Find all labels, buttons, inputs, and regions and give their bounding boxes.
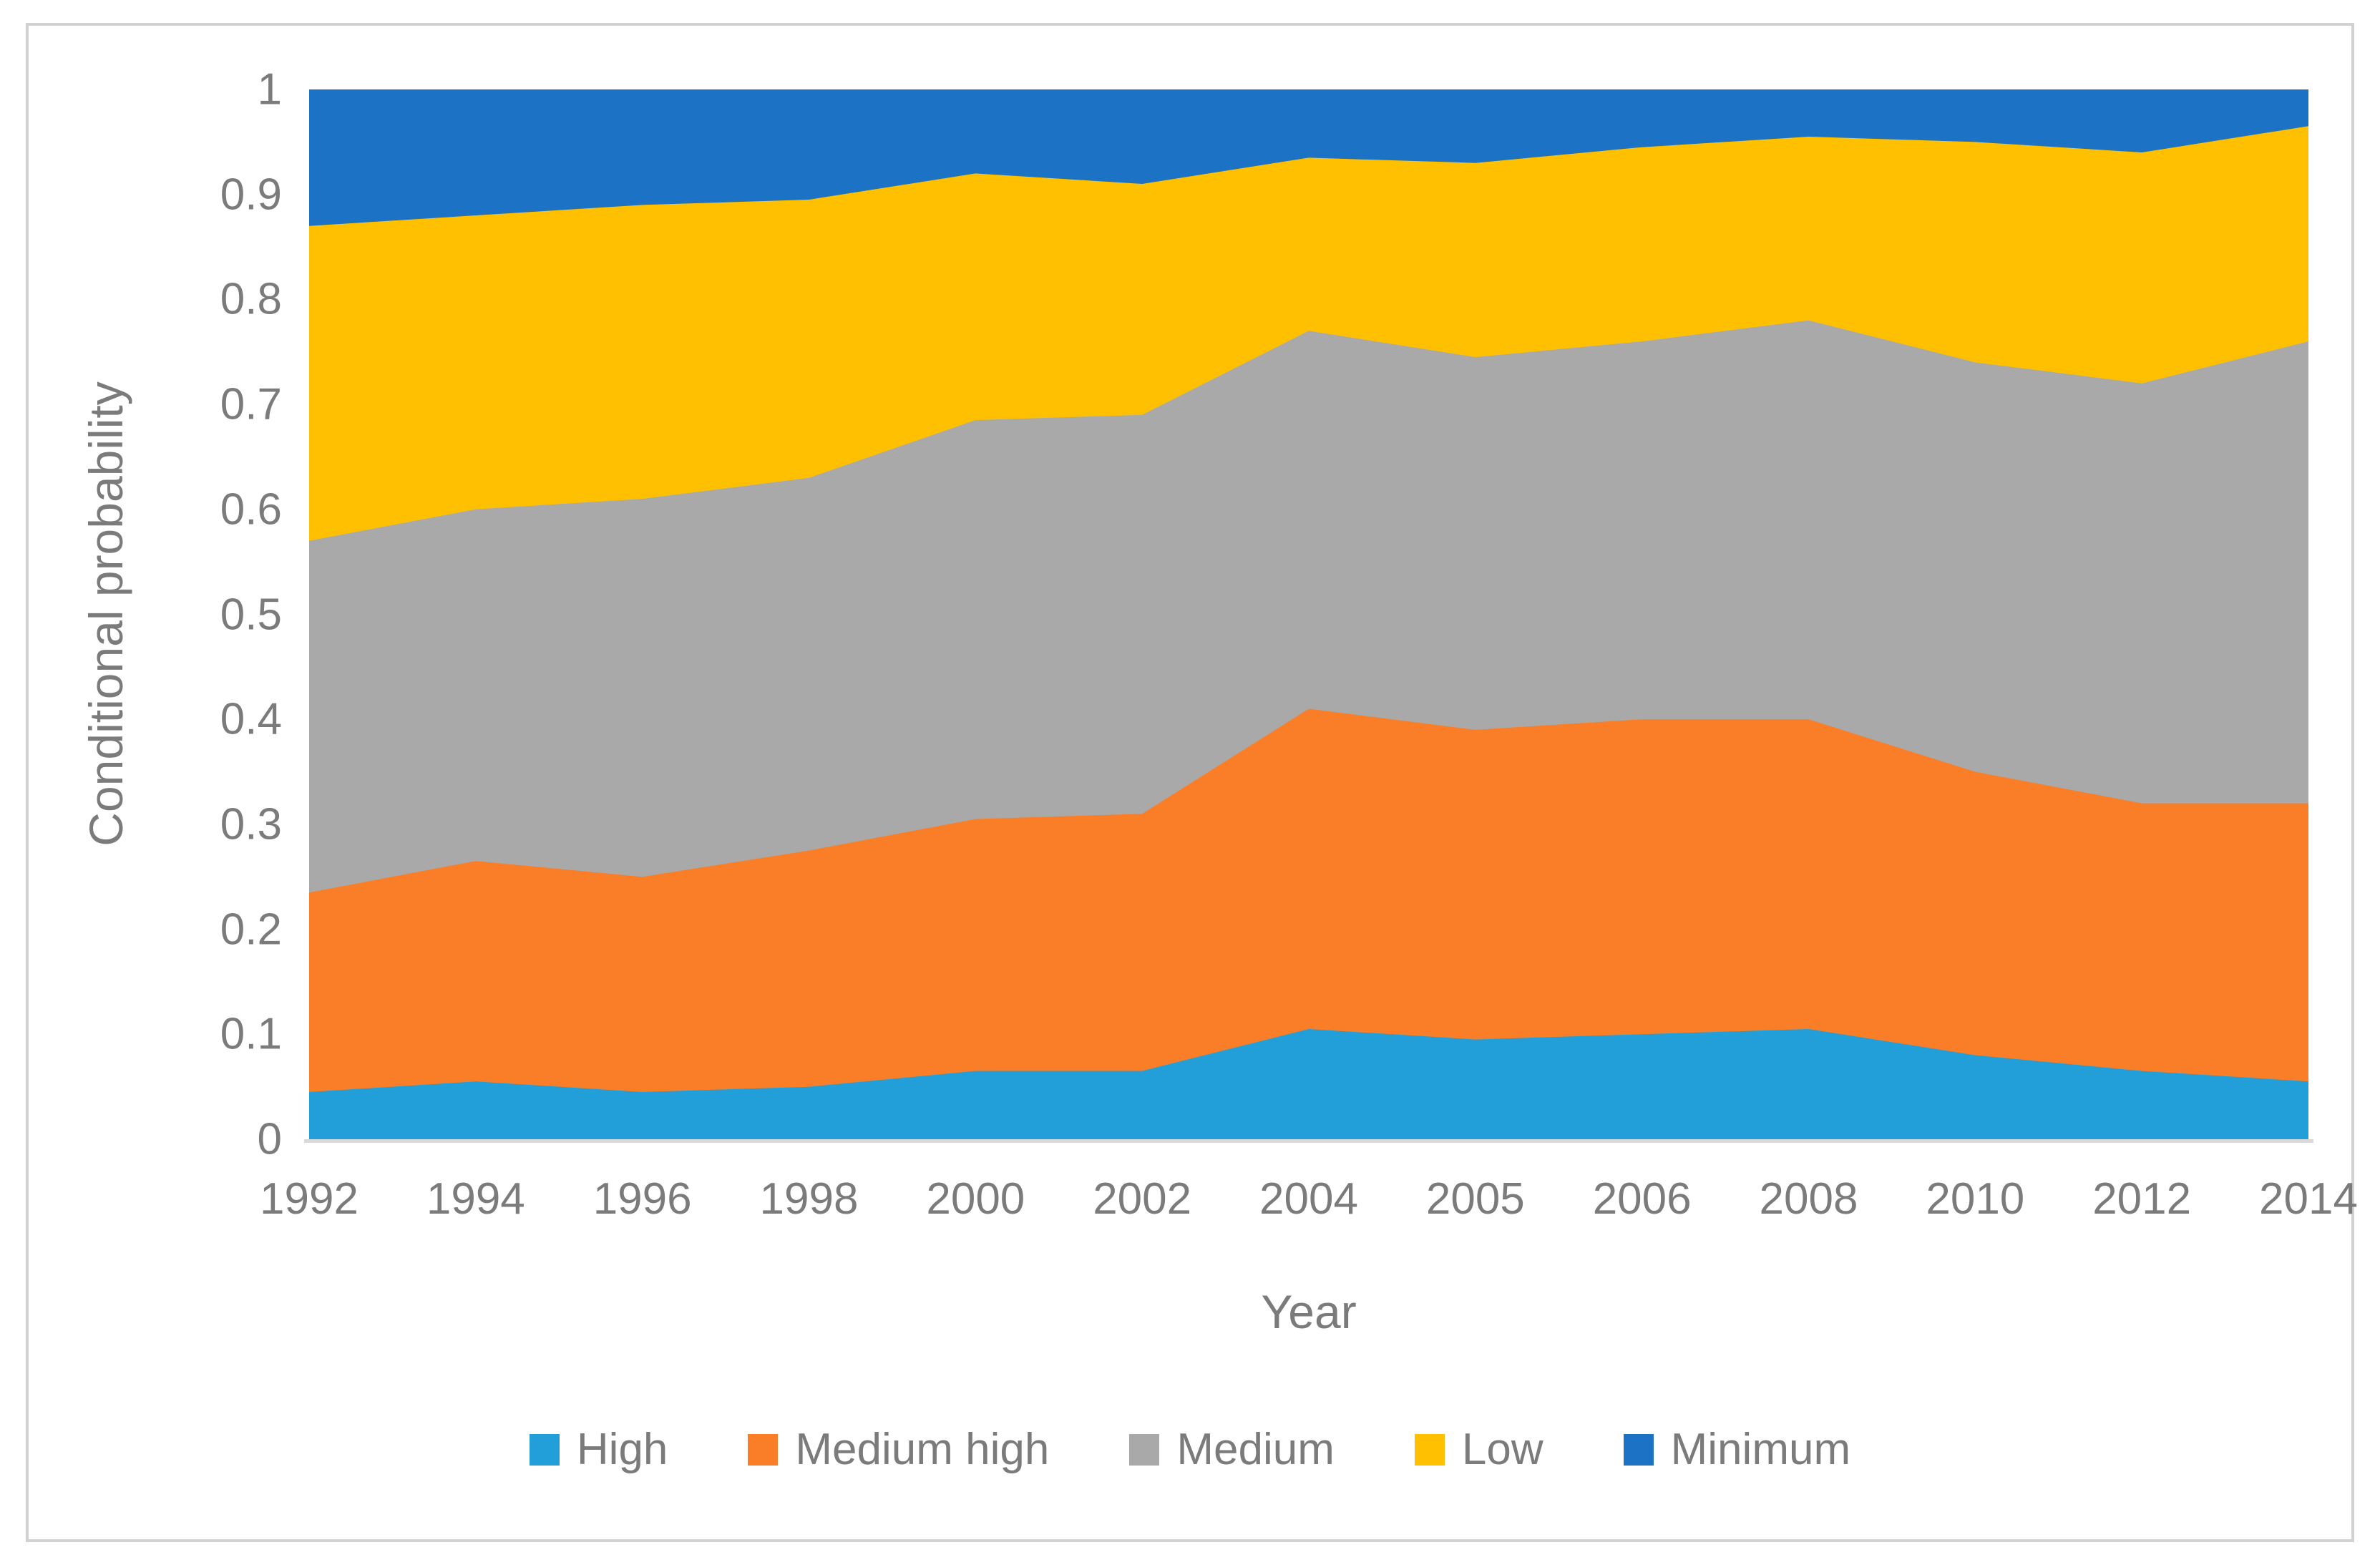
legend-label: Medium <box>1176 1425 1335 1474</box>
x-tick-label: 2014 <box>2259 1174 2358 1224</box>
y-tick-label: 0.9 <box>220 170 282 220</box>
y-tick-label: 0.5 <box>220 590 282 639</box>
x-tick-label: 2005 <box>1425 1174 1525 1224</box>
area-series-high <box>309 1029 2308 1139</box>
legend-item-low: Low <box>1414 1424 1543 1475</box>
y-tick-label: 0.4 <box>220 694 282 744</box>
y-axis-title: Conditional probability <box>79 381 132 847</box>
x-tick-label: 2010 <box>1926 1174 2025 1224</box>
legend-swatch-minimum <box>1623 1433 1654 1466</box>
legend-swatch-medium <box>1129 1433 1160 1466</box>
x-tick-label: 2002 <box>1093 1174 1192 1224</box>
x-axis-title: Year <box>1261 1285 1357 1338</box>
y-tick-label: 0.3 <box>220 799 282 849</box>
legend-swatch-high <box>529 1433 560 1466</box>
legend-item-high: High <box>529 1424 668 1475</box>
x-tick-label: 2000 <box>926 1174 1025 1224</box>
legend-item-minimum: Minimum <box>1623 1424 1851 1475</box>
legend-label: Low <box>1461 1425 1543 1474</box>
y-tick-label: 0.8 <box>220 274 282 324</box>
legend-item-medium: Medium <box>1129 1424 1335 1475</box>
legend-label: Minimum <box>1670 1425 1851 1474</box>
legend-label: High <box>576 1425 668 1474</box>
x-tick-label: 2006 <box>1592 1174 1692 1224</box>
legend-swatch-medium-high <box>748 1433 779 1466</box>
x-tick-label: 2004 <box>1259 1174 1358 1224</box>
x-tick-label: 1998 <box>759 1174 859 1224</box>
legend-swatch-low <box>1414 1433 1445 1466</box>
x-tick-label: 1996 <box>592 1174 692 1224</box>
x-tick-label: 1992 <box>260 1174 359 1224</box>
y-tick-label: 0.1 <box>220 1009 282 1059</box>
x-tick-label: 2012 <box>2092 1174 2192 1224</box>
y-tick-label: 0.7 <box>220 379 282 429</box>
x-axis-line <box>304 1139 2313 1143</box>
y-tick-label: 0.2 <box>220 905 282 955</box>
legend-item-medium-high: Medium high <box>748 1424 1049 1475</box>
y-tick-label: 0.6 <box>220 484 282 535</box>
x-tick-label: 2008 <box>1759 1174 1858 1224</box>
chart-legend: High Medium high Medium Low Minimum <box>0 1424 2380 1475</box>
y-tick-label: 0 <box>257 1114 282 1164</box>
x-tick-label: 1994 <box>426 1174 525 1224</box>
legend-label: Medium high <box>795 1425 1050 1474</box>
y-tick-label: 1 <box>257 64 282 114</box>
